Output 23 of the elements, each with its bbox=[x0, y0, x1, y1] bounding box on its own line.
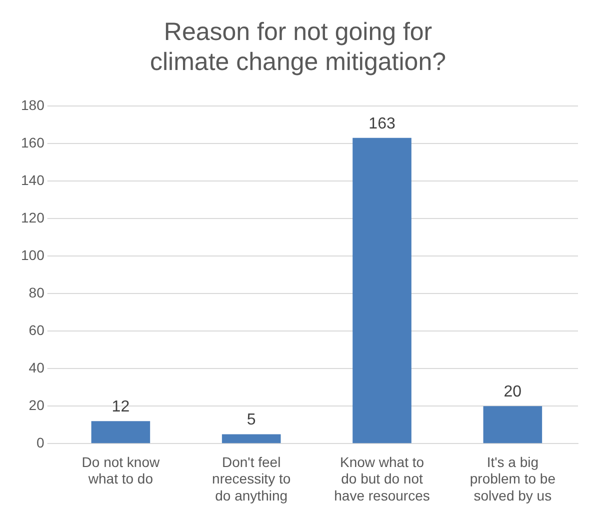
y-tick-label: 80 bbox=[28, 284, 45, 300]
y-tick-label: 180 bbox=[21, 96, 45, 113]
x-tick-label: Don't feel nrecessity to do anything bbox=[212, 454, 291, 504]
x-tick-label: It's a big problem to be solved by us bbox=[470, 454, 556, 504]
y-tick-label: 60 bbox=[28, 322, 45, 338]
bar bbox=[91, 421, 150, 444]
y-tick-label: 0 bbox=[36, 434, 45, 450]
y-tick-label: 120 bbox=[21, 209, 45, 226]
data-label: 20 bbox=[504, 383, 522, 400]
y-tick-label: 100 bbox=[21, 246, 45, 263]
bar bbox=[483, 406, 542, 444]
data-label: 5 bbox=[246, 412, 256, 429]
data-label: 163 bbox=[368, 115, 396, 132]
y-tick-label: 160 bbox=[21, 134, 45, 150]
y-tick-label: 140 bbox=[21, 172, 45, 188]
x-tick-label: Know what to do but do not have resources bbox=[334, 454, 430, 504]
y-tick-label: 40 bbox=[28, 359, 45, 376]
bar bbox=[352, 138, 412, 444]
data-label: 12 bbox=[112, 398, 130, 416]
chart-title: Reason for not going for climate change mitigation? bbox=[150, 18, 446, 76]
y-tick-label: 20 bbox=[28, 396, 45, 413]
x-tick-label: Do not know what to do bbox=[82, 454, 160, 487]
bar bbox=[222, 434, 281, 444]
